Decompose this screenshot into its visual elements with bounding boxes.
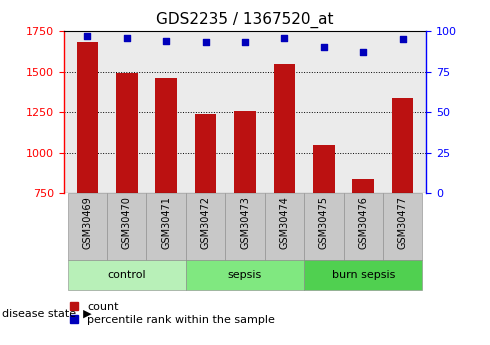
Bar <box>76 42 98 193</box>
Bar <box>107 193 147 260</box>
Point <box>280 35 288 40</box>
Bar <box>116 73 138 193</box>
Point <box>162 38 170 43</box>
Text: control: control <box>107 270 146 280</box>
Point <box>320 45 328 50</box>
Text: GSM30476: GSM30476 <box>358 196 368 249</box>
Bar <box>304 260 422 290</box>
Text: GSM30472: GSM30472 <box>200 196 211 249</box>
Bar <box>147 193 186 260</box>
Bar <box>383 193 422 260</box>
Point <box>399 37 407 42</box>
Text: GSM30477: GSM30477 <box>398 196 408 249</box>
Point <box>123 35 131 40</box>
Bar <box>265 193 304 260</box>
Bar <box>186 260 304 290</box>
Text: burn sepsis: burn sepsis <box>332 270 395 280</box>
Bar <box>186 193 225 260</box>
Text: GSM30470: GSM30470 <box>122 196 132 249</box>
Bar <box>68 260 186 290</box>
Bar <box>234 111 256 193</box>
Text: GSM30469: GSM30469 <box>82 196 92 249</box>
Bar <box>273 64 295 193</box>
Bar <box>313 145 335 193</box>
Point <box>83 33 91 39</box>
Bar <box>225 193 265 260</box>
Text: GSM30475: GSM30475 <box>319 196 329 249</box>
Text: sepsis: sepsis <box>228 270 262 280</box>
Bar <box>155 78 177 193</box>
Bar <box>352 179 374 193</box>
Bar <box>68 193 107 260</box>
Title: GDS2235 / 1367520_at: GDS2235 / 1367520_at <box>156 12 334 28</box>
Point <box>202 40 210 45</box>
Bar <box>343 193 383 260</box>
Text: disease state  ▶: disease state ▶ <box>2 308 92 318</box>
Point <box>359 49 367 55</box>
Text: GSM30471: GSM30471 <box>161 196 171 249</box>
Legend: count, percentile rank within the sample: count, percentile rank within the sample <box>69 302 275 325</box>
Text: GSM30473: GSM30473 <box>240 196 250 249</box>
Point <box>241 40 249 45</box>
Bar <box>304 193 343 260</box>
Bar <box>195 114 217 193</box>
Bar <box>392 98 414 193</box>
Text: GSM30474: GSM30474 <box>279 196 290 249</box>
